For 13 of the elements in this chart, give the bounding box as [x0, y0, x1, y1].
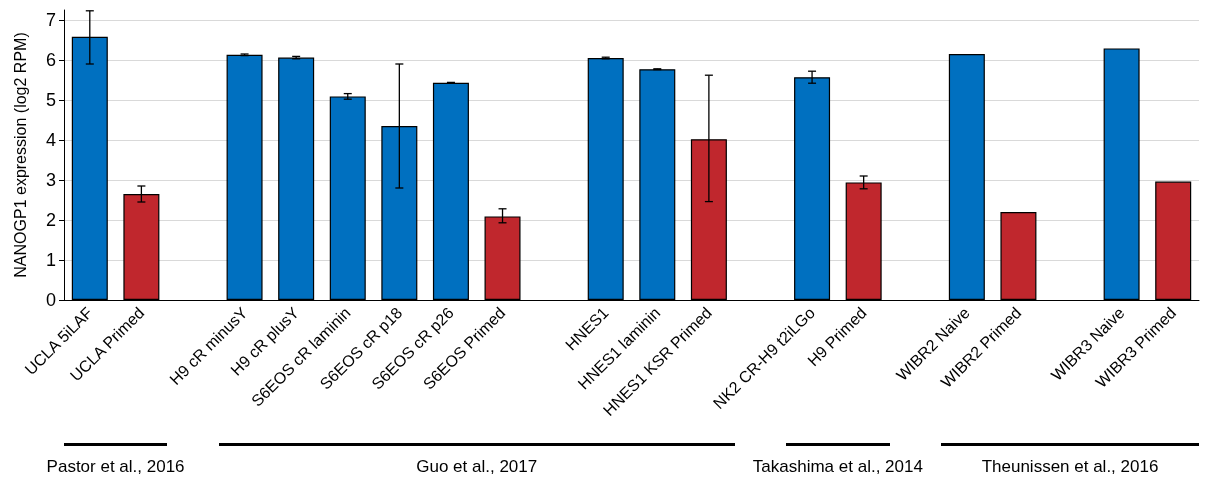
y-tick-label: 3 [45, 170, 56, 190]
text: Pastor et al., 2016 [46, 457, 185, 477]
y-tick-label: 6 [45, 50, 56, 70]
y-tick-label: 0 [45, 290, 56, 310]
y-tick-label: 7 [45, 10, 56, 30]
y-tick-label: 4 [45, 130, 56, 150]
text: Guo et al., 2017 [416, 457, 538, 477]
y-tick-label: 2 [45, 210, 56, 230]
text: Takashima et al., 2014 [752, 457, 923, 477]
y-tick-label: 5 [45, 90, 56, 110]
text: Theunissen et al., 2016 [981, 457, 1159, 477]
y-axis-title: NANOGP1 expression (log2 RPM) [11, 32, 29, 278]
y-tick-label: 1 [45, 250, 56, 270]
